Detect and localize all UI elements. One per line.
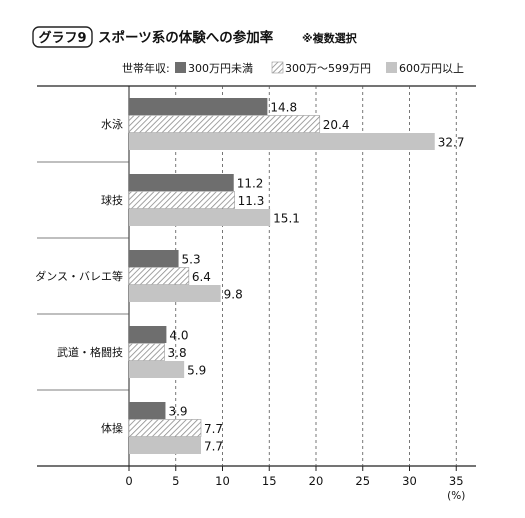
x-tick-label: 15 [262, 474, 277, 488]
x-tick-label: 20 [309, 474, 324, 488]
legend-prefix: 世帯年収: [122, 61, 170, 75]
legend-label-0: 300万円未満 [188, 62, 253, 75]
bar-series0-1 [129, 174, 234, 191]
category-label: 武道・格闘技 [57, 345, 123, 359]
bars-layer [128, 98, 435, 454]
value-label: 3.9 [168, 405, 187, 419]
axis-layer: 0 5 10 15 20 25 30 35 (%) [37, 161, 465, 502]
value-label: 4.0 [169, 329, 188, 343]
x-tick-label: 10 [215, 474, 230, 488]
value-label: 32.7 [438, 136, 465, 150]
category-label: ダンス・バレエ等 [35, 269, 123, 283]
chart-note: ※複数選択 [302, 31, 358, 45]
category-label: 水泳 [101, 117, 123, 131]
bar-series1-2 [128, 267, 190, 285]
category-label: 球技 [101, 193, 123, 207]
x-unit-label: (%) [447, 490, 465, 502]
value-label: 9.8 [224, 288, 243, 302]
value-label: 11.3 [238, 194, 265, 208]
legend-label-1: 300万～599万円 [285, 62, 371, 75]
labels-layer: 水泳 14.8 20.4 32.7 球技 11.2 11.3 15.1 ダンス・バレエ等 5.3 6… [35, 101, 464, 454]
value-label: 6.4 [192, 270, 211, 284]
x-tick-label: 0 [125, 474, 132, 488]
bar-series2-4 [129, 437, 201, 454]
value-label: 7.7 [204, 422, 223, 436]
legend-label-2: 600万円以上 [399, 62, 464, 75]
bar-series0-4 [129, 402, 166, 419]
bar-series2-3 [129, 361, 185, 378]
bar-series2-2 [129, 285, 221, 302]
legend-swatch-0 [175, 62, 186, 73]
value-label: 11.2 [237, 177, 264, 191]
category-label: 体操 [101, 421, 123, 435]
chart-badge: グラフ9 [38, 30, 86, 46]
bar-series1-1 [128, 191, 235, 209]
bar-series1-4 [128, 419, 202, 437]
bar-series1-0 [128, 115, 321, 133]
value-label: 14.8 [270, 101, 297, 115]
bar-series1-3 [128, 343, 165, 361]
bar-series2-0 [129, 133, 435, 150]
chart-title: スポーツ系の体験への参加率 [98, 29, 274, 46]
legend-swatch-1 [271, 61, 284, 74]
bar-series2-1 [129, 209, 271, 226]
x-tick-label: 5 [172, 474, 179, 488]
value-label: 3.8 [168, 346, 187, 360]
bar-series0-3 [129, 326, 167, 343]
chart-badge-frame [32, 26, 93, 48]
legend: 世帯年収: 300万円未満 300万～599万円 600万円以上 [122, 61, 464, 75]
legend-swatch-2 [386, 62, 397, 73]
x-tick-label: 30 [402, 474, 417, 488]
x-tick-label: 25 [355, 474, 370, 488]
value-label: 7.7 [204, 440, 223, 454]
x-tick-label: 35 [449, 474, 464, 488]
bar-series0-2 [129, 250, 179, 267]
bar-series0-0 [129, 98, 268, 115]
value-label: 5.9 [187, 364, 206, 378]
value-label: 15.1 [273, 212, 300, 226]
value-label: 20.4 [323, 118, 350, 132]
value-label: 5.3 [182, 253, 201, 267]
